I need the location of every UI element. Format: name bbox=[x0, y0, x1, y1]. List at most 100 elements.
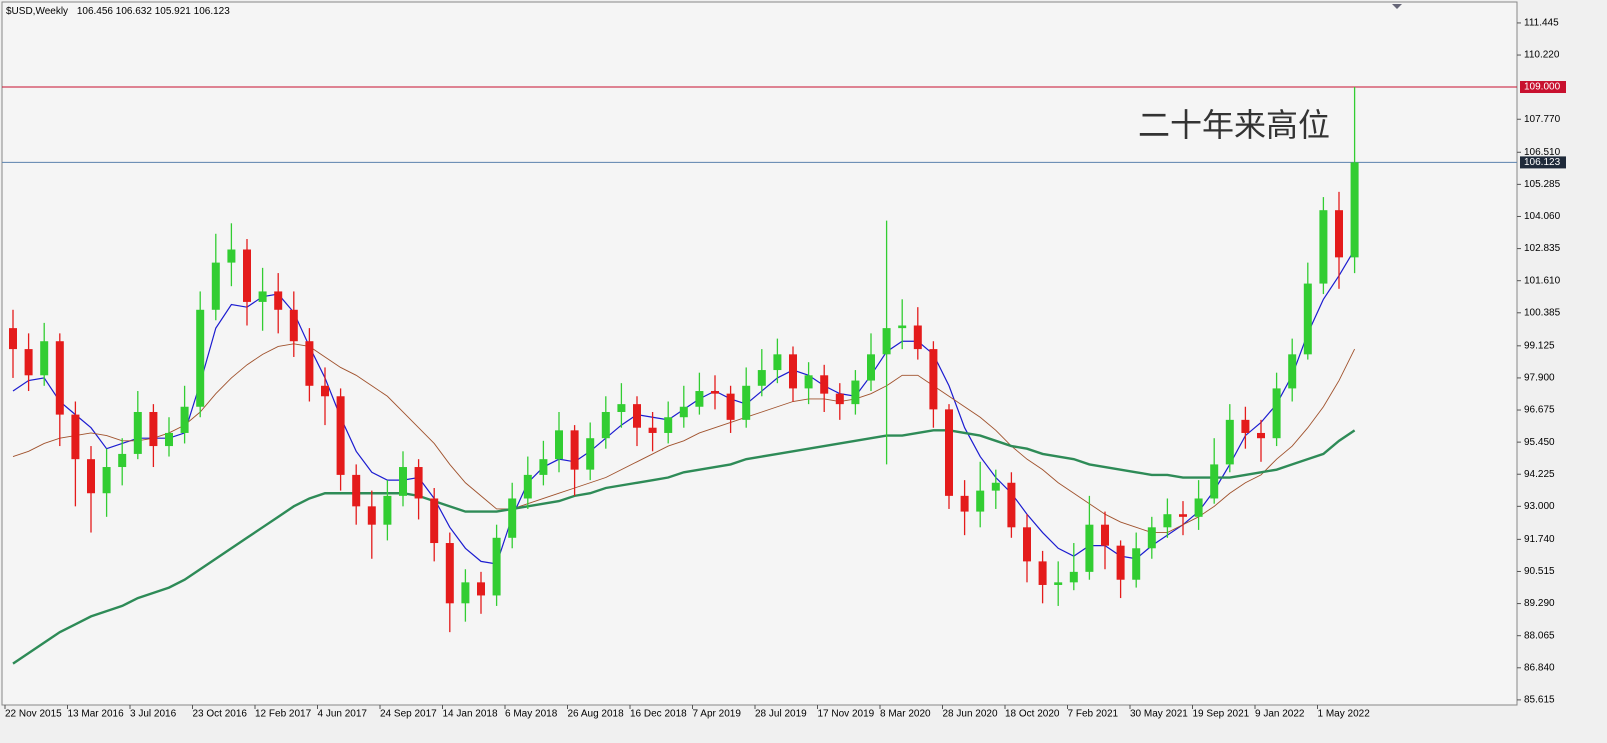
candle-body bbox=[976, 490, 985, 512]
candle-body bbox=[133, 411, 142, 454]
candle-body bbox=[180, 406, 189, 433]
candle-body bbox=[835, 393, 844, 405]
candle-body bbox=[87, 459, 95, 494]
candle-body bbox=[851, 380, 860, 405]
y-tick-label: 110.220 bbox=[1524, 50, 1560, 61]
candle-body bbox=[1225, 419, 1234, 465]
moving-average bbox=[12, 429, 1356, 665]
candle-body bbox=[1257, 432, 1265, 439]
candle-body bbox=[1303, 283, 1312, 355]
y-tick-label: 107.770 bbox=[1524, 114, 1561, 125]
candle-body bbox=[430, 498, 439, 544]
candle-body bbox=[1023, 527, 1031, 562]
candle-body bbox=[1054, 582, 1063, 585]
symbol: $USD,Weekly bbox=[6, 6, 68, 17]
x-tick-label: 12 Feb 2017 bbox=[255, 709, 312, 720]
plot-area bbox=[1, 1, 1518, 706]
x-tick-label: 30 May 2021 bbox=[1130, 709, 1188, 720]
candle-body bbox=[1007, 482, 1016, 528]
candle-body bbox=[492, 537, 501, 596]
x-tick-label: 18 Oct 2020 bbox=[1005, 709, 1060, 720]
candle-body bbox=[1116, 545, 1125, 580]
candle-body bbox=[898, 325, 907, 329]
candle-body bbox=[1163, 514, 1172, 528]
y-tick-label: 104.060 bbox=[1524, 211, 1561, 222]
candle-body bbox=[586, 438, 595, 470]
y-tick-label: 94.225 bbox=[1524, 469, 1555, 480]
candle-body bbox=[648, 427, 657, 433]
ohlc-low: 105.921 bbox=[155, 6, 192, 17]
candle-body bbox=[757, 370, 766, 386]
x-tick-label: 14 Jan 2018 bbox=[443, 709, 498, 720]
candle-body bbox=[243, 249, 251, 302]
candle-body bbox=[165, 432, 173, 447]
y-tick-label: 88.065 bbox=[1524, 630, 1555, 641]
candle-body bbox=[1147, 527, 1156, 549]
candle-body bbox=[477, 582, 485, 596]
candle-body bbox=[1194, 498, 1203, 517]
candle-body bbox=[523, 474, 532, 499]
candle-body bbox=[383, 495, 392, 525]
x-tick-label: 7 Feb 2021 bbox=[1068, 709, 1119, 720]
candle-body bbox=[367, 506, 376, 525]
candle-body bbox=[274, 291, 283, 310]
candle-body bbox=[305, 341, 314, 386]
candle-body bbox=[882, 328, 891, 355]
x-tick-label: 22 Nov 2015 bbox=[5, 709, 62, 720]
y-tick-label: 106.510 bbox=[1524, 147, 1561, 158]
candle-body bbox=[913, 325, 922, 350]
candle-body bbox=[539, 459, 548, 475]
candle-body bbox=[617, 404, 626, 412]
candle-body bbox=[227, 249, 236, 263]
y-tick-label: 95.450 bbox=[1524, 437, 1555, 448]
candle-body bbox=[570, 430, 579, 470]
x-tick-label: 19 Sep 2021 bbox=[1193, 709, 1250, 720]
x-tick-label: 24 Sep 2017 bbox=[380, 709, 437, 720]
x-tick-label: 7 Apr 2019 bbox=[693, 709, 742, 720]
x-tick-label: 1 May 2022 bbox=[1318, 709, 1371, 720]
candle-body bbox=[196, 309, 205, 407]
x-tick-label: 28 Jul 2019 bbox=[755, 709, 807, 720]
y-tick-label: 101.610 bbox=[1524, 275, 1561, 286]
candle-body bbox=[258, 291, 267, 302]
x-tick-label: 3 Jul 2016 bbox=[130, 709, 177, 720]
y-tick-label: 100.385 bbox=[1524, 307, 1561, 318]
candle-body bbox=[1038, 561, 1047, 585]
y-tick-label: 85.615 bbox=[1524, 695, 1555, 706]
level-label: 109.000 bbox=[1524, 82, 1561, 93]
candle-body bbox=[695, 391, 704, 407]
candle-body bbox=[445, 543, 454, 604]
candle-body bbox=[508, 498, 517, 538]
y-tick-label: 102.835 bbox=[1524, 243, 1561, 254]
shift-marker[interactable] bbox=[1392, 4, 1402, 9]
candle-body bbox=[399, 467, 407, 496]
candle-body bbox=[664, 417, 673, 433]
candle-body bbox=[633, 404, 641, 428]
y-tick-label: 90.515 bbox=[1524, 566, 1555, 577]
ohlc-open: 106.456 bbox=[77, 6, 114, 17]
candle-body bbox=[960, 495, 969, 512]
candle-body bbox=[726, 393, 735, 420]
candle-body bbox=[867, 354, 875, 381]
x-tick-label: 23 Oct 2016 bbox=[193, 709, 248, 720]
candle-body bbox=[789, 354, 797, 389]
candle-body bbox=[336, 396, 345, 475]
candle-body bbox=[1241, 419, 1250, 433]
candle-body bbox=[211, 262, 220, 310]
y-tick-label: 93.000 bbox=[1524, 501, 1555, 512]
candle-body bbox=[991, 482, 1000, 491]
candle-body bbox=[1319, 210, 1328, 284]
y-tick-label: 96.675 bbox=[1524, 405, 1555, 416]
candle-body bbox=[71, 414, 80, 460]
candle-body bbox=[352, 474, 361, 507]
candle-body bbox=[711, 391, 719, 394]
y-tick-label: 89.290 bbox=[1524, 598, 1555, 609]
candle-body bbox=[414, 467, 423, 499]
candle-body bbox=[40, 341, 49, 376]
candle-body bbox=[773, 354, 782, 371]
candle-body bbox=[945, 409, 953, 496]
candle-body bbox=[804, 375, 813, 389]
x-tick-label: 13 Mar 2016 bbox=[68, 709, 125, 720]
level-label-box bbox=[1520, 156, 1566, 169]
